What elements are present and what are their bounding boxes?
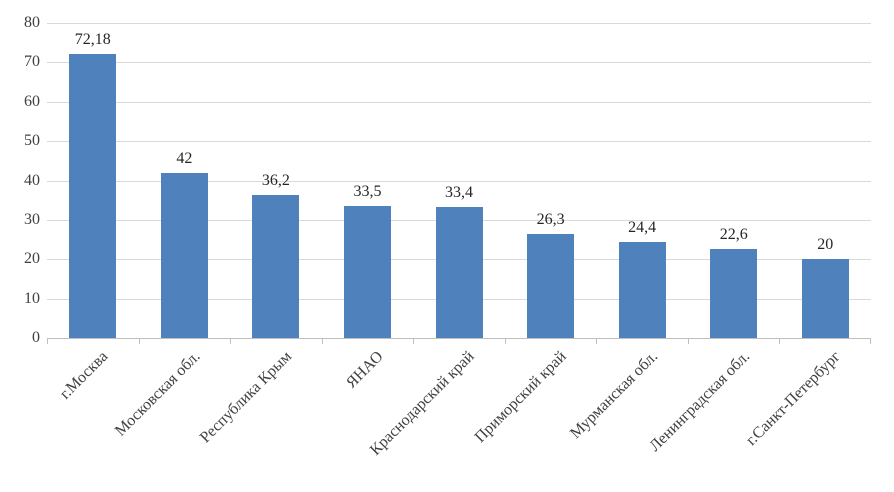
bar bbox=[160, 172, 208, 338]
gridline bbox=[47, 141, 871, 143]
plot-area: 72,18 42 36,2 33,5 33,4 26,3 24,4 22,6 20 bbox=[47, 23, 871, 344]
bar-column: 42 bbox=[139, 23, 231, 338]
y-axis-tick-label: 80 bbox=[24, 14, 40, 31]
bar-column: 33,5 bbox=[322, 23, 414, 338]
category-label: г.Москва bbox=[57, 348, 112, 403]
bar-column: 72,18 bbox=[47, 23, 139, 338]
y-axis-tick-label: 0 bbox=[32, 329, 40, 346]
axis-tick bbox=[687, 339, 689, 344]
bar bbox=[527, 234, 575, 338]
bar-value-label: 33,5 bbox=[353, 183, 382, 201]
gridline bbox=[47, 62, 871, 64]
y-axis-tick-label: 50 bbox=[24, 132, 40, 150]
axis-tick bbox=[321, 339, 323, 344]
category-label: ЯНАО bbox=[342, 348, 387, 392]
gridline bbox=[47, 101, 871, 103]
bar-value-label: 72,18 bbox=[74, 30, 111, 48]
axis-tick bbox=[870, 339, 871, 344]
gridline bbox=[47, 23, 871, 24]
bar-column: 24,4 bbox=[596, 23, 688, 338]
bar-column: 22,6 bbox=[688, 23, 780, 338]
category-label: Приморский край bbox=[471, 348, 570, 447]
category-label: Московская обл. bbox=[111, 348, 204, 440]
y-axis-tick-label: 60 bbox=[24, 92, 40, 110]
bar-value-label: 33,4 bbox=[445, 183, 474, 201]
bar bbox=[343, 206, 391, 338]
axis-tick bbox=[230, 339, 232, 344]
category-label: Ленинградская обл. bbox=[645, 348, 753, 455]
y-axis-tick-label: 30 bbox=[24, 210, 40, 228]
bar-column: 36,2 bbox=[230, 23, 322, 338]
category-label: г.Санкт-Петербург bbox=[743, 348, 845, 449]
bars-container: 72,18 42 36,2 33,5 33,4 26,3 24,4 22,6 20 bbox=[47, 23, 871, 338]
axis-tick bbox=[779, 339, 781, 344]
y-axis-tick-label: 10 bbox=[24, 289, 40, 307]
y-axis-tick-label: 70 bbox=[24, 53, 40, 71]
category-label: Мурманская обл. bbox=[567, 348, 662, 443]
axis-tick bbox=[504, 339, 506, 344]
y-axis-tick-label: 20 bbox=[24, 250, 40, 268]
bar-value-label: 42 bbox=[176, 149, 193, 167]
bar-value-label: 24,4 bbox=[628, 218, 657, 236]
bar-column: 20 bbox=[780, 23, 872, 338]
bar-column: 33,4 bbox=[413, 23, 505, 338]
bar bbox=[710, 249, 758, 338]
bar bbox=[801, 259, 849, 338]
y-axis: 0 10 20 30 40 50 60 70 80 bbox=[0, 14, 40, 346]
category-label: Республика Крым bbox=[196, 348, 295, 447]
bar-value-label: 22,6 bbox=[719, 226, 748, 244]
bar bbox=[435, 206, 483, 338]
bar bbox=[69, 53, 117, 338]
bar-value-label: 26,3 bbox=[536, 211, 565, 229]
bar-value-label: 20 bbox=[817, 236, 834, 254]
bar bbox=[618, 241, 666, 338]
bar-value-label: 36,2 bbox=[261, 172, 290, 190]
bar-column: 26,3 bbox=[505, 23, 597, 338]
axis-tick bbox=[596, 339, 598, 344]
axis-tick bbox=[413, 339, 415, 344]
axis-tick bbox=[138, 339, 140, 344]
y-axis-tick-label: 40 bbox=[24, 171, 40, 189]
axis-tick bbox=[47, 339, 48, 344]
bar bbox=[252, 195, 300, 338]
category-label: Краснодарский край bbox=[367, 348, 479, 459]
gridline bbox=[47, 180, 871, 182]
x-axis-labels: г.Москва Московская обл. Республика Крым ЯН… bbox=[47, 348, 871, 492]
